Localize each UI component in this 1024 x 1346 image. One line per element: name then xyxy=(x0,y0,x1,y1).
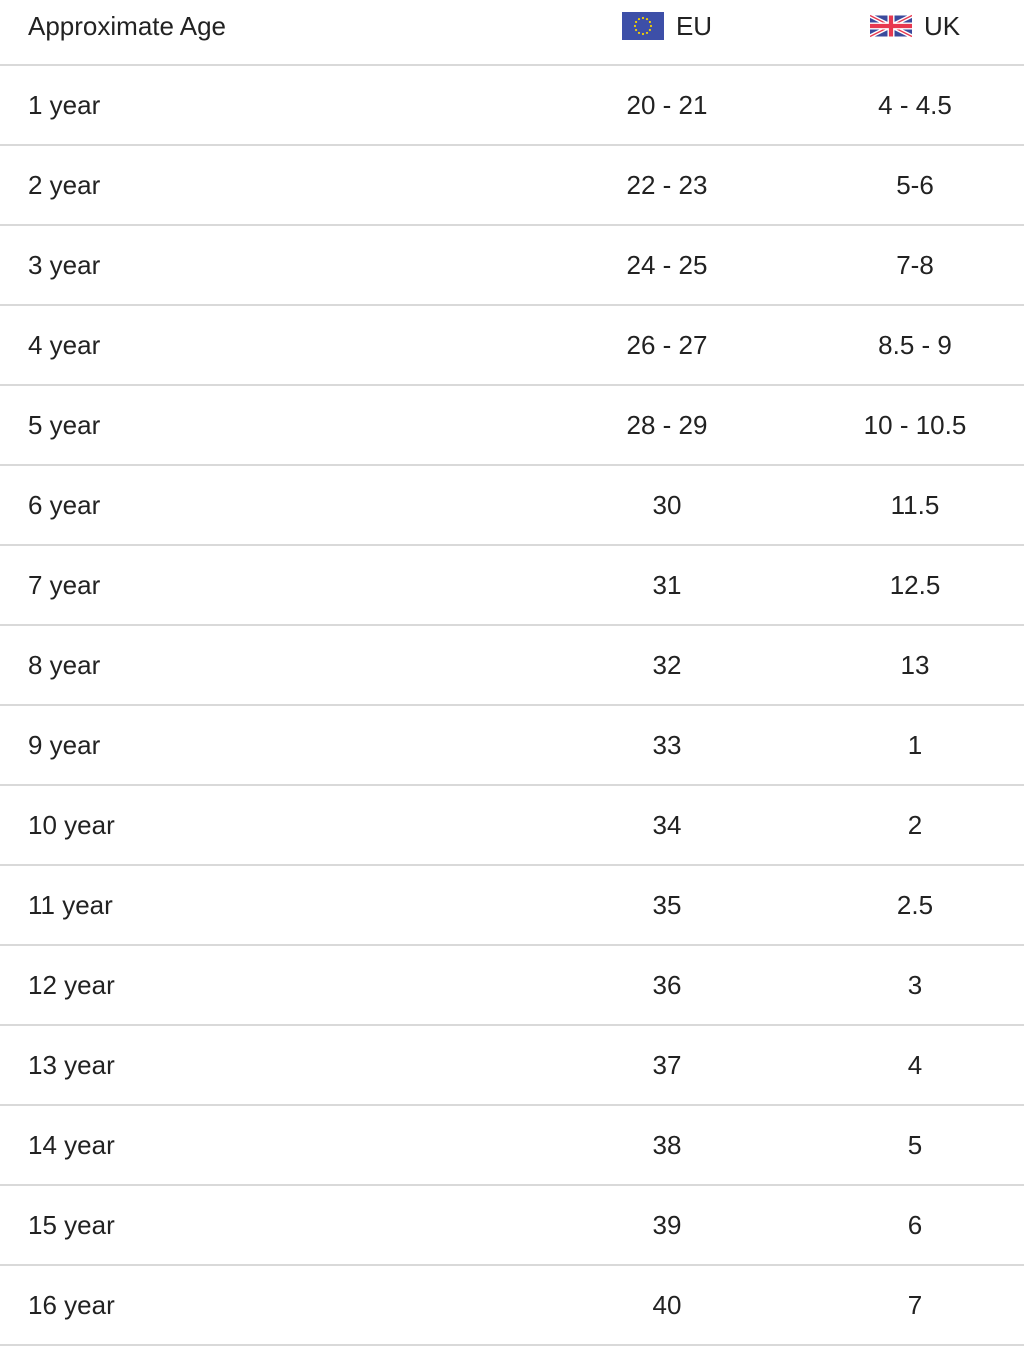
table-row: 6 year 30 11.5 xyxy=(0,466,1024,546)
cell-age: 4 year xyxy=(28,329,101,360)
cell-uk: 4 xyxy=(907,1049,923,1080)
cell-age: 12 year xyxy=(28,969,115,1000)
table-row: 4 year 26 - 27 8.5 - 9 xyxy=(0,306,1024,386)
cell-age: 2 year xyxy=(28,169,101,200)
cell-eu: 37 xyxy=(652,1049,682,1080)
cell-uk: 7-8 xyxy=(896,249,934,280)
table-row: 8 year 32 13 xyxy=(0,626,1024,706)
cell-age: 14 year xyxy=(28,1129,115,1160)
cell-uk: 6 xyxy=(907,1209,923,1240)
cell-uk: 13 xyxy=(900,649,930,680)
table-row: 5 year 28 - 29 10 - 10.5 xyxy=(0,386,1024,466)
cell-eu: 26 - 27 xyxy=(626,329,708,360)
table-row: 10 year 34 2 xyxy=(0,786,1024,866)
cell-uk: 11.5 xyxy=(890,489,940,520)
cell-eu: 20 - 21 xyxy=(626,89,708,120)
cell-eu: 31 xyxy=(652,569,682,600)
cell-uk: 12.5 xyxy=(889,569,941,600)
header-age: Approximate Age xyxy=(28,10,227,41)
table-row: 15 year 39 6 xyxy=(0,1186,1024,1266)
cell-age: 6 year xyxy=(28,489,101,520)
header-eu-label: EU xyxy=(675,10,713,41)
cell-uk: 3 xyxy=(907,969,923,1000)
cell-uk: 10 - 10.5 xyxy=(863,409,967,440)
cell-uk: 2 xyxy=(907,809,923,840)
table-row: 9 year 33 1 xyxy=(0,706,1024,786)
table-row: 16 year 40 7 xyxy=(0,1266,1024,1346)
cell-eu: 34 xyxy=(652,809,682,840)
cell-age: 15 year xyxy=(28,1209,115,1240)
cell-uk: 2.5 xyxy=(896,889,934,920)
uk-flag-icon xyxy=(869,13,912,39)
cell-eu: 35 xyxy=(652,889,682,920)
table-row: 3 year 24 - 25 7-8 xyxy=(0,226,1024,306)
cell-eu: 40 xyxy=(652,1289,682,1320)
header-eu: EU xyxy=(567,0,767,58)
cell-age: 5 year xyxy=(28,409,101,440)
cell-age: 16 year xyxy=(28,1289,115,1320)
cell-age: 10 year xyxy=(28,809,115,840)
cell-uk: 8.5 - 9 xyxy=(878,329,952,360)
cell-eu: 30 xyxy=(652,489,682,520)
cell-eu: 24 - 25 xyxy=(626,249,708,280)
cell-age: 8 year xyxy=(28,649,101,680)
cell-uk: 1 xyxy=(907,729,923,760)
cell-eu: 32 xyxy=(652,649,682,680)
table-header: Approximate Age EU UK xyxy=(0,0,1024,66)
cell-uk: 5-6 xyxy=(896,169,934,200)
cell-eu: 33 xyxy=(652,729,682,760)
table-row: 11 year 35 2.5 xyxy=(0,866,1024,946)
cell-eu: 28 - 29 xyxy=(626,409,708,440)
cell-age: 1 year xyxy=(28,89,101,120)
cell-eu: 38 xyxy=(652,1129,682,1160)
eu-flag-icon xyxy=(621,12,664,40)
cell-age: 13 year xyxy=(28,1049,115,1080)
cell-uk: 7 xyxy=(907,1289,923,1320)
cell-eu: 22 - 23 xyxy=(626,169,708,200)
cell-age: 9 year xyxy=(28,729,101,760)
table-row: 14 year 38 5 xyxy=(0,1106,1024,1186)
table-row: 7 year 31 12.5 xyxy=(0,546,1024,626)
cell-uk: 4 - 4.5 xyxy=(878,89,952,120)
cell-eu: 36 xyxy=(652,969,682,1000)
cell-age: 3 year xyxy=(28,249,101,280)
table-row: 2 year 22 - 23 5-6 xyxy=(0,146,1024,226)
table-row: 12 year 36 3 xyxy=(0,946,1024,1026)
cell-age: 11 year xyxy=(28,889,113,920)
header-uk: UK xyxy=(815,0,1015,58)
cell-uk: 5 xyxy=(907,1129,923,1160)
table-row: 13 year 37 4 xyxy=(0,1026,1024,1106)
header-uk-label: UK xyxy=(923,10,961,41)
table-row: 1 year 20 - 21 4 - 4.5 xyxy=(0,66,1024,146)
cell-eu: 39 xyxy=(652,1209,682,1240)
cell-age: 7 year xyxy=(28,569,101,600)
